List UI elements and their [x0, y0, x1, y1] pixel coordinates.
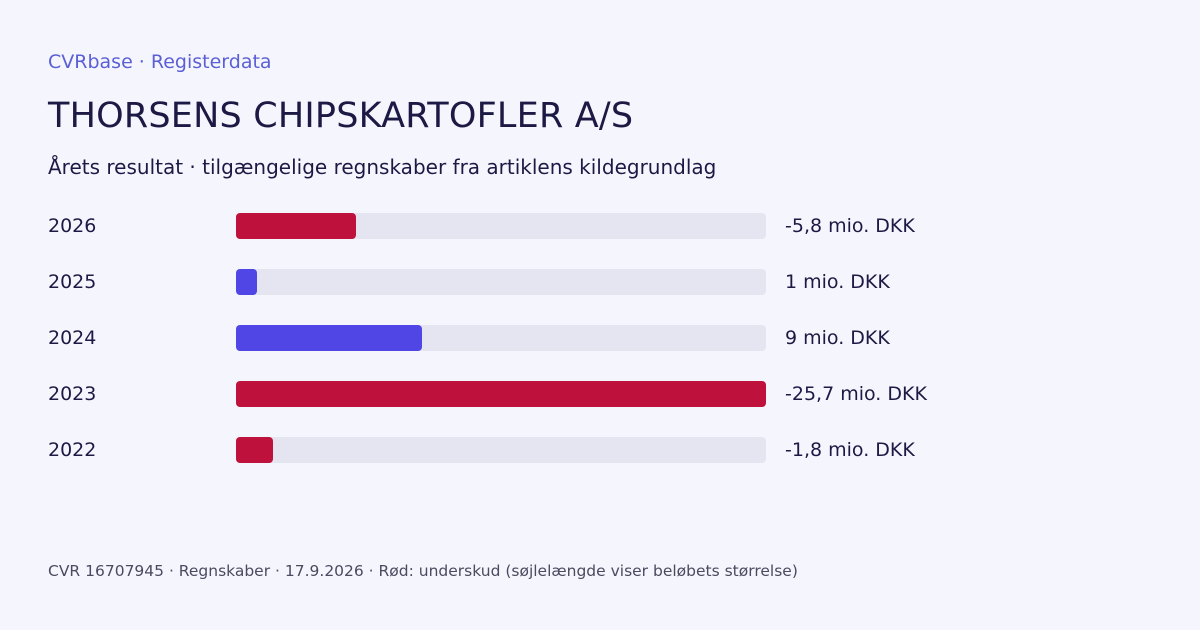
year-label: 2022 — [48, 439, 97, 461]
year-label: 2023 — [48, 383, 97, 405]
bar-row: 2024 9 mio. DKK — [0, 325, 1200, 351]
bar-row: 2023 -25,7 mio. DKK — [0, 381, 1200, 407]
bar-negative — [236, 437, 274, 463]
bar-track — [236, 381, 766, 407]
year-label: 2025 — [48, 271, 97, 293]
value-label: -25,7 mio. DKK — [785, 383, 927, 405]
bar-negative — [236, 213, 356, 239]
bar-track — [236, 325, 766, 351]
bar-positive — [236, 269, 257, 295]
source-label: CVRbase · Registerdata — [48, 51, 272, 73]
value-label: 1 mio. DKK — [785, 271, 890, 293]
bar-track — [236, 437, 766, 463]
year-label: 2024 — [48, 327, 97, 349]
value-label: 9 mio. DKK — [785, 327, 890, 349]
bar-track — [236, 213, 766, 239]
bar-positive — [236, 325, 422, 351]
chart-subtitle: Årets resultat · tilgængelige regnskaber… — [48, 155, 717, 179]
value-label: -1,8 mio. DKK — [785, 439, 915, 461]
bar-track — [236, 269, 766, 295]
page-title: THORSENS CHIPSKARTOFLER A/S — [48, 96, 634, 136]
bar-row: 2022 -1,8 mio. DKK — [0, 437, 1200, 463]
year-label: 2026 — [48, 215, 97, 237]
bar-negative — [236, 381, 766, 407]
bar-row: 2026 -5,8 mio. DKK — [0, 213, 1200, 239]
value-label: -5,8 mio. DKK — [785, 215, 915, 237]
bar-row: 2025 1 mio. DKK — [0, 269, 1200, 295]
footer-note: CVR 16707945 · Regnskaber · 17.9.2026 · … — [48, 562, 798, 580]
